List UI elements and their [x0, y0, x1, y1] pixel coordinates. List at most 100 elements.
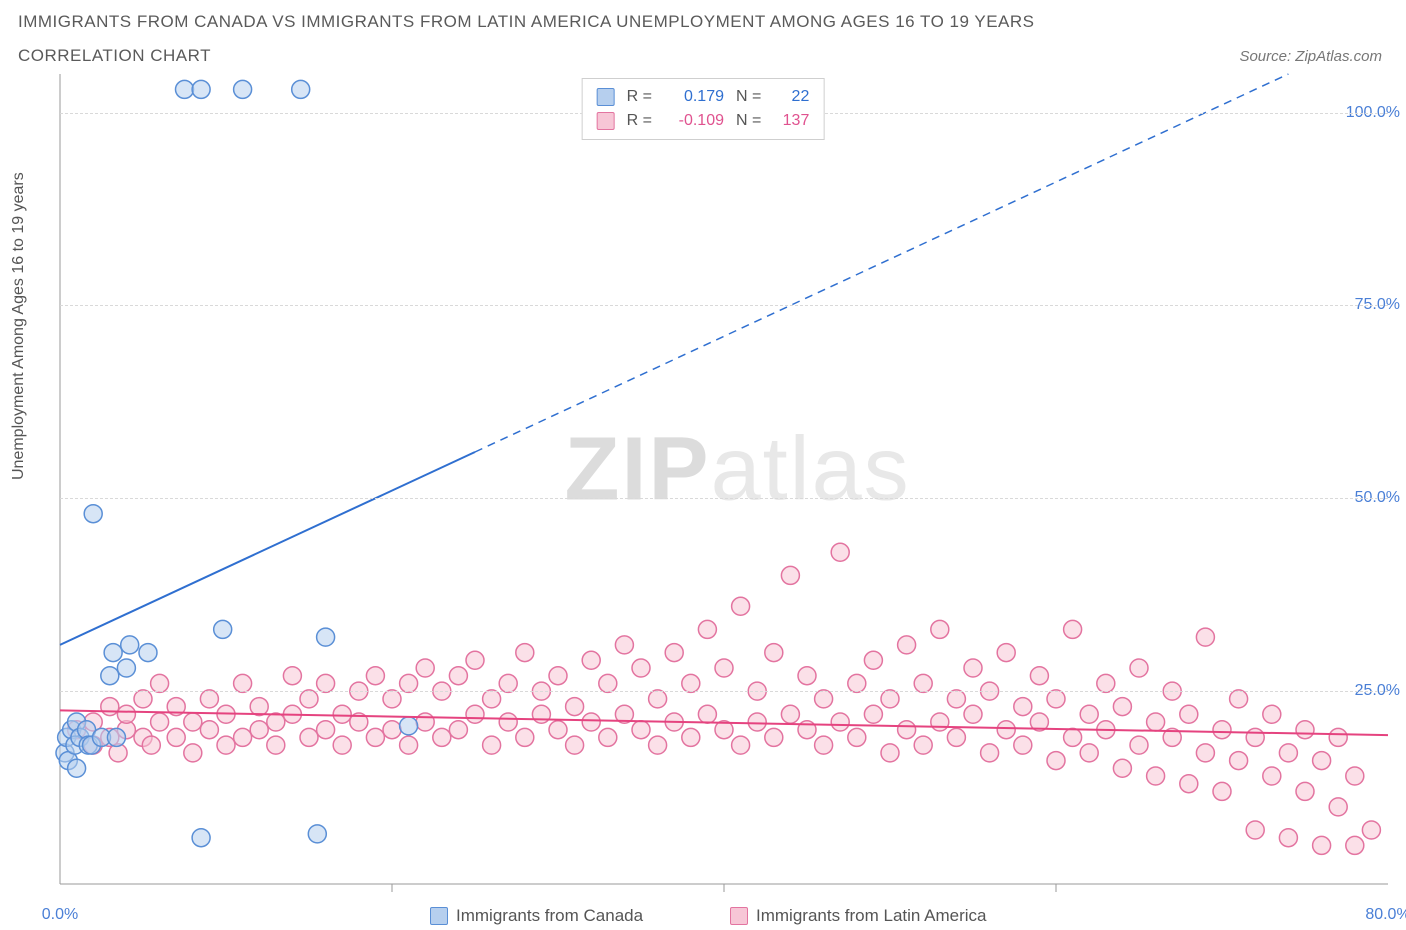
latin-point: [267, 713, 285, 731]
latin-point: [499, 674, 517, 692]
correlation-stats-box: R = 0.179 N = 22 R = -0.109 N = 137: [582, 78, 825, 140]
latin-point: [1180, 705, 1198, 723]
latin-point: [715, 659, 733, 677]
latin-point: [1230, 752, 1248, 770]
latin-point: [632, 659, 650, 677]
latin-point: [914, 674, 932, 692]
canada-point: [176, 80, 194, 98]
latin-point: [283, 667, 301, 685]
latin-point: [881, 744, 899, 762]
latin-point: [848, 728, 866, 746]
latin-point: [1030, 667, 1048, 685]
latin-point: [632, 721, 650, 739]
latin-point: [1296, 721, 1314, 739]
gridline: [60, 498, 1388, 499]
latin-point: [1313, 752, 1331, 770]
latin-point: [964, 705, 982, 723]
latin-point: [1329, 728, 1347, 746]
latin-point: [1296, 782, 1314, 800]
stats-row-latin: R = -0.109 N = 137: [597, 109, 810, 133]
latin-point: [200, 690, 218, 708]
swatch-latin-icon: [730, 907, 748, 925]
canada-point: [308, 825, 326, 843]
latin-point: [400, 736, 418, 754]
canada-point: [107, 728, 125, 746]
latin-point: [366, 728, 384, 746]
canada-point: [214, 620, 232, 638]
latin-point: [1279, 744, 1297, 762]
latin-point: [532, 705, 550, 723]
canada-point: [400, 717, 418, 735]
swatch-canada-icon: [430, 907, 448, 925]
latin-point: [947, 728, 965, 746]
latin-point: [151, 674, 169, 692]
latin-point: [383, 721, 401, 739]
latin-point: [815, 690, 833, 708]
latin-point: [1147, 713, 1165, 731]
latin-point: [416, 659, 434, 677]
latin-point: [931, 620, 949, 638]
latin-point: [117, 705, 135, 723]
latin-point: [798, 667, 816, 685]
latin-point: [765, 728, 783, 746]
latin-point: [400, 674, 418, 692]
latin-point: [582, 713, 600, 731]
latin-point: [1346, 836, 1364, 854]
latin-point: [964, 659, 982, 677]
latin-point: [234, 674, 252, 692]
latin-point: [1014, 698, 1032, 716]
latin-point: [134, 690, 152, 708]
canada-point: [101, 667, 119, 685]
latin-point: [1362, 821, 1380, 839]
latin-point: [1047, 752, 1065, 770]
latin-point: [748, 713, 766, 731]
legend-latin: Immigrants from Latin America: [730, 906, 987, 926]
latin-point: [914, 736, 932, 754]
latin-point: [1230, 690, 1248, 708]
latin-point: [184, 744, 202, 762]
latin-point: [815, 736, 833, 754]
canada-point: [117, 659, 135, 677]
latin-point: [582, 651, 600, 669]
latin-point: [200, 721, 218, 739]
latin-point: [1064, 728, 1082, 746]
latin-point: [898, 636, 916, 654]
latin-point: [1346, 767, 1364, 785]
latin-point: [698, 705, 716, 723]
latin-point: [267, 736, 285, 754]
latin-point: [1329, 798, 1347, 816]
latin-point: [599, 674, 617, 692]
swatch-latin-icon: [597, 112, 615, 130]
canada-point: [104, 644, 122, 662]
canada-point: [292, 80, 310, 98]
legend-latin-label: Immigrants from Latin America: [756, 906, 987, 926]
latin-point: [1263, 767, 1281, 785]
latin-point: [599, 728, 617, 746]
latin-point: [1014, 736, 1032, 754]
latin-point: [549, 667, 567, 685]
latin-point: [848, 674, 866, 692]
canada-point: [317, 628, 335, 646]
latin-point: [1113, 698, 1131, 716]
latin-point: [217, 736, 235, 754]
swatch-canada-icon: [597, 88, 615, 106]
latin-point: [1213, 721, 1231, 739]
latin-point: [698, 620, 716, 638]
latin-point: [184, 713, 202, 731]
latin-point: [831, 713, 849, 731]
latin-point: [981, 744, 999, 762]
x-tick-label: 80.0%: [1365, 906, 1406, 924]
canada-point: [139, 644, 157, 662]
latin-point: [831, 543, 849, 561]
latin-point: [898, 721, 916, 739]
latin-point: [1047, 690, 1065, 708]
chart-container: IMMIGRANTS FROM CANADA VS IMMIGRANTS FRO…: [0, 0, 1406, 930]
latin-point: [649, 690, 667, 708]
legend-canada-label: Immigrants from Canada: [456, 906, 643, 926]
latin-point: [483, 690, 501, 708]
latin-point: [516, 644, 534, 662]
latin-point: [1196, 628, 1214, 646]
latin-point: [483, 736, 501, 754]
latin-point: [1097, 674, 1115, 692]
latin-point: [466, 651, 484, 669]
